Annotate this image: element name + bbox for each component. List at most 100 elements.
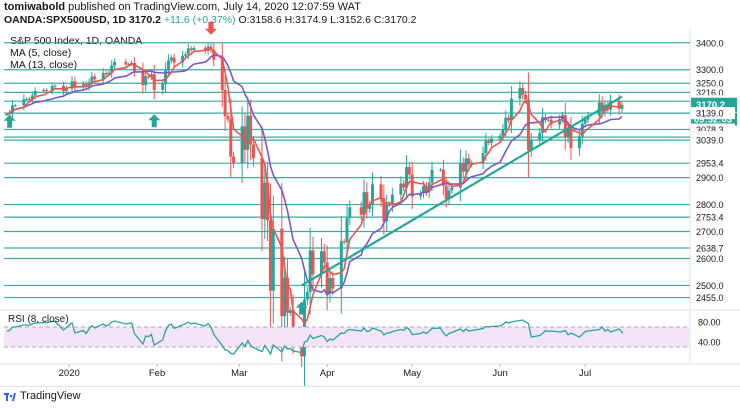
candle-body	[280, 228, 284, 317]
candle-body	[521, 88, 525, 95]
candle-body	[467, 158, 471, 165]
price-tick-label: 2953.4	[696, 159, 724, 169]
candle-body	[549, 119, 553, 125]
legend-ma5[interactable]: MA (5, close)	[10, 47, 72, 59]
candle-body	[249, 115, 253, 145]
price-change: +11.6 (+0.37%)	[163, 14, 236, 26]
candle-body	[563, 115, 567, 138]
time-tick-label: Mar	[231, 368, 247, 379]
candle-body	[5, 114, 9, 116]
price-tick-label: 3078.3	[696, 125, 724, 135]
arrow-up-icon	[3, 114, 16, 128]
candle-body	[93, 76, 97, 80]
candle-body	[33, 91, 37, 96]
candle-body	[430, 169, 434, 183]
symbol-header: OANDA:SPX500USD, 1D 3170.2 +11.6 (+0.37%…	[4, 14, 417, 26]
current-price-label: 3170.2	[696, 100, 725, 111]
price-tick-bg	[691, 134, 735, 147]
brand-name[interactable]: TradingView	[20, 390, 81, 402]
candle-body	[124, 61, 128, 65]
price-tick-bg	[691, 252, 735, 265]
candle-body	[166, 60, 170, 71]
candle-body	[410, 174, 414, 197]
candle-body	[240, 126, 244, 164]
candle-body	[342, 241, 346, 243]
signal-arrows	[3, 21, 308, 315]
time-axis: 2020 Feb Mar Apr May Jun Jul	[59, 364, 591, 379]
candle-body	[441, 169, 445, 186]
candle-body	[399, 183, 403, 195]
candle-body	[192, 48, 196, 51]
price-tick-bg	[691, 157, 735, 170]
candle-body	[50, 86, 54, 91]
price-tick-bg	[691, 123, 735, 136]
price-tick-bg	[691, 36, 735, 49]
candle-body	[107, 72, 111, 75]
candle-body	[283, 277, 287, 317]
time-tick-label: Jun	[492, 368, 507, 379]
price-tick-label: 2455.0	[696, 293, 724, 303]
moving-averages	[6, 47, 623, 325]
price-tick-bg	[691, 291, 735, 304]
candle-body	[220, 59, 224, 90]
candle-body	[439, 169, 443, 171]
candle-body	[498, 135, 502, 139]
candle-body	[331, 278, 335, 289]
candle-body	[328, 278, 332, 294]
candle-body	[232, 156, 236, 164]
candle-body	[518, 88, 522, 99]
candle-body	[104, 72, 108, 75]
candle-body	[186, 48, 190, 55]
rsi-line	[6, 319, 623, 356]
chart-legend: S&P 500 Index, 1D, OANDA MA (5, close) M…	[10, 35, 142, 71]
candle-body	[229, 119, 233, 157]
arrow-down-icon	[204, 21, 217, 35]
price-tick-bg	[691, 63, 735, 76]
candle-body	[371, 184, 374, 205]
candle-body	[149, 74, 153, 78]
grid	[0, 28, 740, 365]
symbol-name[interactable]: OANDA:SPX500USD, 1D	[4, 14, 126, 26]
candle-body	[291, 309, 295, 339]
candle-body	[447, 190, 451, 200]
publish-header: tomiwabold published on TradingView.com,…	[4, 1, 361, 13]
publisher-name[interactable]: tomiwabold	[4, 1, 66, 13]
candle-body	[322, 251, 326, 263]
price-tick-label: 3216.0	[696, 88, 724, 98]
candle-body	[260, 158, 264, 220]
price-tick-label: 2753.4	[696, 213, 724, 223]
candle-body	[325, 262, 329, 294]
candle-body	[365, 192, 369, 209]
candle-body	[504, 117, 508, 130]
arrow-up-icon	[148, 114, 161, 128]
candle-body	[183, 54, 187, 56]
rsi-label[interactable]: RSI (8, close)	[8, 314, 69, 325]
legend-ma13[interactable]: MA (13, close)	[10, 59, 78, 71]
candle-body	[379, 184, 383, 199]
candle-body	[529, 139, 533, 151]
candle-body	[172, 57, 176, 63]
candle-body	[362, 192, 366, 215]
candle-body	[268, 220, 272, 291]
candle-body	[617, 100, 621, 109]
rsi-tick-label: 80.00	[698, 318, 721, 328]
candle-body	[382, 198, 386, 222]
candle-body	[251, 144, 255, 159]
candle-body	[538, 132, 542, 140]
candle-body	[189, 48, 193, 51]
candle-body	[422, 186, 426, 194]
candle-body	[308, 250, 312, 293]
candle-body	[141, 71, 145, 86]
candle-body	[385, 204, 389, 222]
price-tick-label: 2800.0	[696, 200, 724, 210]
price-tick-label: 3250.0	[696, 79, 724, 89]
candle-body	[390, 194, 394, 206]
candle-body	[501, 129, 505, 136]
candle-body	[226, 116, 230, 120]
candle-body	[444, 185, 448, 200]
time-tick-label: May	[403, 368, 421, 379]
support-trendline	[301, 95, 623, 287]
candle-body	[427, 182, 431, 192]
